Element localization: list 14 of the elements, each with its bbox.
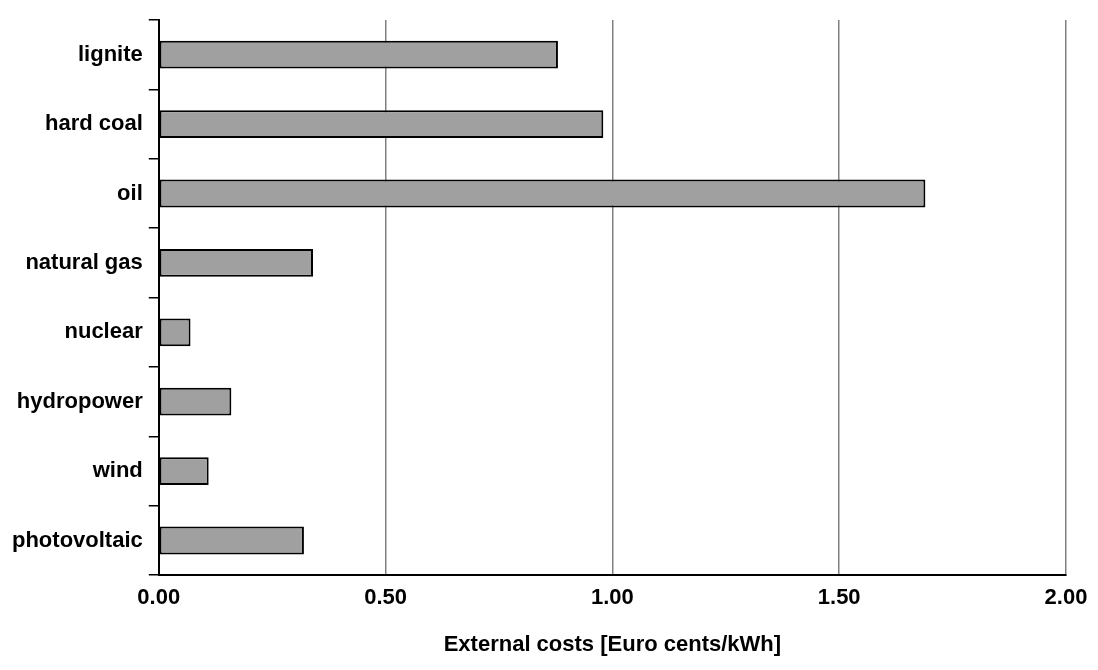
y-tick-label: oil — [117, 179, 143, 205]
x-tick-label: 1.50 — [817, 584, 861, 610]
x-tick-label: 0.00 — [137, 584, 181, 610]
y-tick-label: photovoltaic — [11, 526, 143, 552]
y-tick-label: hydropower — [16, 387, 144, 413]
x-tick-label: 0.50 — [364, 584, 407, 610]
y-tick-label: natural gas — [25, 248, 143, 274]
x-tick-label: 2.00 — [1044, 584, 1088, 610]
y-tick-label: wind — [91, 457, 143, 483]
x-tick-label: 1.00 — [590, 584, 634, 610]
y-tick-label: nuclear — [64, 318, 144, 344]
x-axis-title: External costs [Euro cents/kWh] — [443, 630, 782, 656]
y-tick-label: lignite — [77, 40, 143, 66]
y-tick-label: hard coal — [44, 110, 143, 136]
